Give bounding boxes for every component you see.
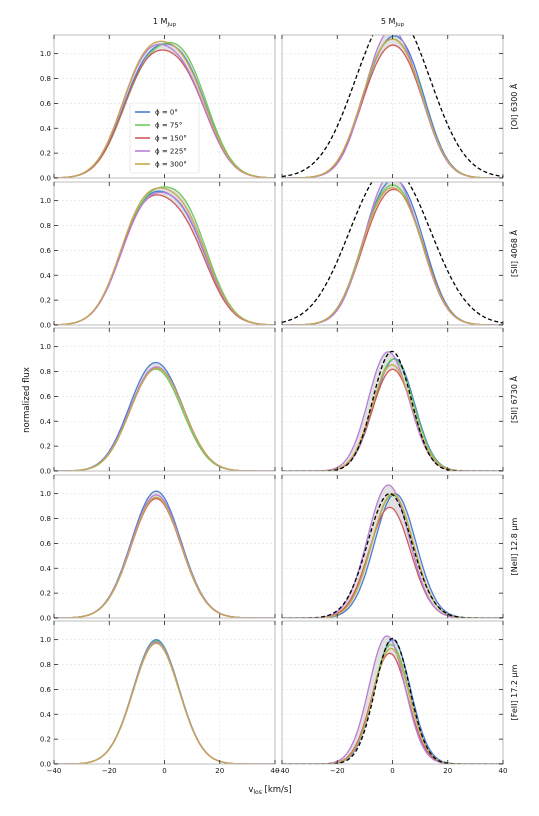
series-line	[282, 639, 503, 764]
y-tick-label: 0.6	[40, 100, 52, 108]
legend-box	[129, 102, 200, 174]
x-tick-label: −20	[330, 767, 345, 775]
legend: ϕ = 0° ϕ = 75° ϕ = 150° ϕ = 225° ϕ = 300°	[129, 102, 200, 174]
x-axis-label-main: v	[248, 785, 253, 795]
column-title-sub: Jup	[166, 22, 176, 28]
series-line	[54, 187, 275, 325]
y-tick-label: 0.0	[40, 175, 51, 183]
row-label-feii: [FeII] 17.2 μm	[510, 664, 519, 720]
row-label-sii6730: [SII] 6730 Å	[508, 376, 519, 423]
series-line	[282, 643, 503, 764]
legend-entry: ϕ = 75°	[155, 122, 182, 130]
series-line	[54, 367, 275, 471]
column-title-5mjup: 5 MJup	[381, 17, 405, 28]
y-tick-label: 0.8	[40, 368, 51, 376]
x-tick-label: −40	[275, 767, 290, 775]
panel-feii-1mjup: 0.0 0.2 0.4 0.6 0.8 1.0 −40 −20 0 20 40	[40, 620, 280, 775]
y-tick-label: 0.4	[40, 125, 52, 133]
x-tick-label: 0	[390, 767, 394, 775]
panel-neii-5mjup	[281, 474, 504, 619]
spread-band	[54, 491, 275, 618]
y-tick-label: 0.0	[40, 468, 51, 476]
y-tick-label: 0.0	[40, 322, 51, 330]
y-tick-label: 0.6	[40, 686, 52, 694]
column-title-main: 5 M	[381, 17, 396, 26]
row-labels: [OI] 6300 Å [SII] 4068 Å [SII] 6730 Å [NeII…	[508, 83, 519, 720]
legend-entry: ϕ = 225°	[155, 148, 187, 156]
y-tick-label: 1.0	[40, 50, 51, 58]
row-label-sii4068: [SII] 4068 Å	[508, 230, 519, 277]
y-tick-label: 0.8	[40, 75, 51, 83]
y-tick-label: 0.6	[40, 393, 52, 401]
y-tick-label: 0.8	[40, 661, 51, 669]
y-tick-label: 0.0	[40, 615, 51, 623]
y-tick-label: 1.0	[40, 343, 51, 351]
x-tick-label: 0	[162, 767, 166, 775]
reference-line	[282, 35, 503, 178]
legend-entry: ϕ = 0°	[155, 109, 178, 117]
y-tick-label: 0.6	[40, 540, 52, 548]
row-label-neii: [NeII] 12.8 μm	[510, 517, 519, 575]
y-tick-label: 0.4	[40, 565, 52, 573]
reference-line	[282, 350, 503, 471]
series-line	[282, 188, 503, 325]
panel-neii-1mjup: 0.0 0.2 0.4 0.6 0.8 1.0	[40, 474, 276, 623]
y-axis-label: normalized flux	[22, 367, 32, 433]
y-tick-label: 1.0	[40, 490, 51, 498]
x-tick-label: −20	[102, 767, 117, 775]
y-tick-label: 0.4	[40, 711, 52, 719]
reference-line	[282, 637, 503, 764]
panel-oi-5mjup	[281, 34, 504, 179]
x-tick-label: 20	[215, 767, 224, 775]
y-tick-label: 0.2	[40, 590, 51, 598]
panel-sii6730-1mjup: 0.0 0.2 0.4 0.6 0.8 1.0	[40, 327, 276, 476]
x-tick-label: 40	[271, 767, 280, 775]
column-title-main: 1 M	[153, 17, 168, 26]
panel-sii6730-5mjup	[281, 327, 504, 472]
column-title-1mjup: 1 MJup	[153, 17, 177, 28]
panel-oi-1mjup: 0.0 0.2 0.4 0.6 0.8 1.0	[40, 34, 276, 183]
series-line	[282, 187, 503, 325]
x-axis-label: vlos [km/s]	[248, 785, 291, 796]
legend-entry: ϕ = 150°	[155, 135, 187, 143]
series-line	[54, 40, 275, 178]
panel-sii4068-5mjup	[281, 181, 504, 326]
x-axis-label-unit: [km/s]	[262, 785, 292, 795]
legend-entry: ϕ = 300°	[155, 161, 187, 169]
y-tick-label: 0.2	[40, 297, 51, 305]
series-line	[54, 496, 275, 618]
x-tick-label: 40	[499, 767, 508, 775]
x-tick-label: −40	[47, 767, 62, 775]
series-line	[282, 647, 503, 764]
y-tick-label: 0.2	[40, 150, 51, 158]
row-label-oi: [OI] 6300 Å	[508, 83, 519, 129]
series-line	[54, 366, 275, 471]
y-tick-label: 0.2	[40, 443, 51, 451]
y-tick-label: 0.4	[40, 418, 52, 426]
y-tick-label: 0.8	[40, 222, 51, 230]
y-tick-label: 0.0	[40, 761, 51, 769]
series-line	[282, 358, 503, 471]
column-title-sub: Jup	[394, 22, 404, 28]
y-tick-label: 1.0	[40, 197, 51, 205]
series-line	[54, 367, 275, 471]
y-tick-label: 0.6	[40, 247, 52, 255]
panel-feii-5mjup: −40 −20 0 20 40	[275, 620, 508, 775]
series-line	[282, 358, 503, 471]
x-tick-label: 20	[443, 767, 452, 775]
column-titles: 1 MJup 5 MJup	[153, 17, 405, 28]
panels: 0.00.20.40.60.81.00.00.20.40.60.81.00.00…	[40, 34, 508, 775]
y-tick-label: 0.2	[40, 736, 51, 744]
x-axis-label-sub: los	[253, 789, 261, 796]
reference-line	[282, 182, 503, 324]
panel-sii4068-1mjup: 0.0 0.2 0.4 0.6 0.8 1.0	[40, 181, 276, 330]
y-tick-label: 0.8	[40, 515, 51, 523]
y-tick-label: 0.4	[40, 272, 52, 280]
series-line	[54, 490, 275, 618]
y-tick-label: 1.0	[40, 636, 51, 644]
reference-line	[282, 493, 503, 618]
